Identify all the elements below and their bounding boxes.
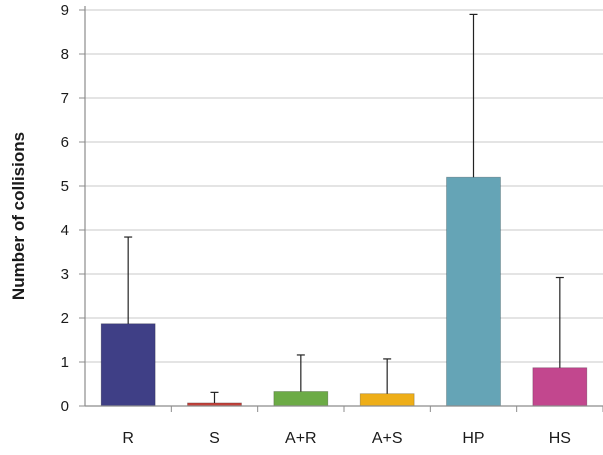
y-tick-label: 7	[61, 90, 69, 107]
y-tick-label: 9	[61, 2, 69, 19]
bar-hp	[446, 176, 501, 407]
y-tick-label: 1	[61, 354, 69, 371]
bar-r	[100, 323, 156, 407]
y-tick-label: 5	[61, 178, 69, 195]
y-tick-labels: 0 1 2 3 4 5 6 7 8 9	[61, 2, 85, 415]
gridlines	[85, 9, 603, 363]
y-axis-title: Number of collisions	[9, 132, 28, 300]
x-tick-labels: R S A+R A+S HP HS	[122, 406, 603, 447]
x-tick-label: R	[122, 430, 134, 447]
y-tick-label: 0	[61, 398, 69, 415]
bar-hs	[532, 367, 588, 407]
y-tick-label: 4	[61, 222, 69, 239]
x-tick-label: A+S	[372, 430, 403, 447]
y-tick-label: 2	[61, 310, 69, 327]
x-tick-label: HP	[462, 430, 484, 447]
x-tick-label: A+R	[285, 430, 317, 447]
bars	[100, 176, 588, 407]
bar-a-s	[359, 393, 415, 407]
y-tick-label: 3	[61, 266, 69, 283]
x-tick-label: S	[209, 430, 220, 447]
y-tick-label: 8	[61, 46, 69, 63]
bar-a-r	[273, 391, 329, 407]
x-tick-label: HS	[549, 430, 571, 447]
error-bars	[124, 13, 564, 405]
y-tick-label: 6	[61, 134, 69, 151]
